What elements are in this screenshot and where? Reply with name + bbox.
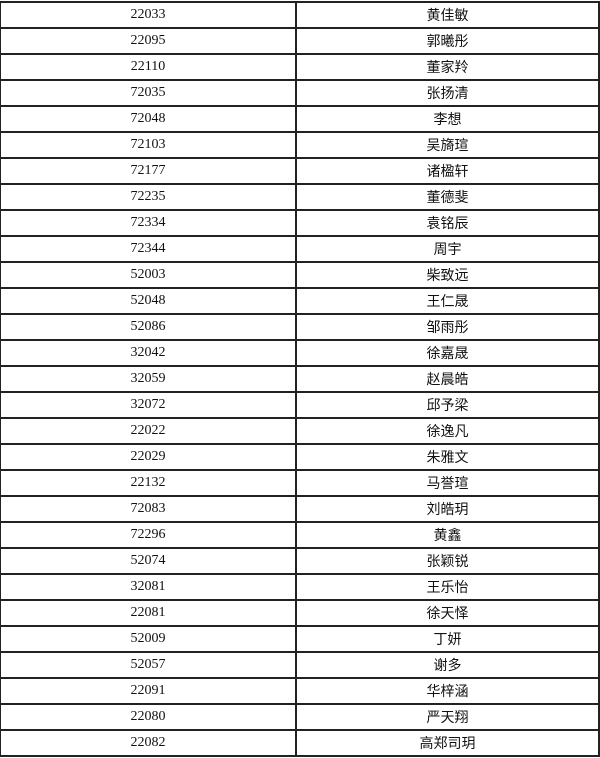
- table-row: 22022 徐逸凡: [1, 419, 598, 445]
- table-row: 52057 谢多: [1, 653, 598, 679]
- table-row: 22110 董家羚: [1, 55, 598, 81]
- student-id-cell: 22110: [1, 55, 297, 79]
- student-name-cell: 袁铭辰: [426, 217, 469, 232]
- student-name-cell: 黄佳敏: [426, 9, 469, 24]
- student-id-cell: 22091: [1, 679, 297, 703]
- table-row: 22081 徐天怿: [1, 601, 598, 627]
- student-name-cell: 丁妍: [433, 633, 462, 648]
- student-name-cell: 邹雨彤: [426, 321, 469, 336]
- student-id-cell: 22022: [1, 419, 297, 443]
- student-id-cell: 72035: [1, 81, 297, 105]
- table-row: 72048 李想: [1, 107, 598, 133]
- student-name-cell: 周宇: [433, 243, 462, 258]
- table-row: 22033 黄佳敏: [1, 3, 598, 29]
- student-id-cell: 72296: [1, 523, 297, 547]
- table-row: 72035 张扬清: [1, 81, 598, 107]
- student-id-cell: 32042: [1, 341, 297, 365]
- student-name-cell: 董家羚: [426, 61, 469, 76]
- student-id-cell: 72334: [1, 211, 297, 235]
- table-row: 22080 严天翔: [1, 705, 598, 731]
- table-row: 72177 诸楹轩: [1, 159, 598, 185]
- student-name-cell: 邱予梁: [426, 399, 469, 414]
- student-name-cell: 严天翔: [426, 711, 469, 726]
- student-name-cell: 王仁晟: [426, 295, 469, 310]
- student-name-cell: 郭曦彤: [426, 35, 469, 50]
- table-row: 52086 邹雨彤: [1, 315, 598, 341]
- student-id-cell: 52086: [1, 315, 297, 339]
- student-id-cell: 22132: [1, 471, 297, 495]
- student-name-cell: 吴旖瑄: [426, 139, 469, 154]
- student-name-cell: 刘皓玥: [426, 503, 469, 518]
- student-id-cell: 52003: [1, 263, 297, 287]
- student-id-cell: 22080: [1, 705, 297, 729]
- student-id-cell: 72235: [1, 185, 297, 209]
- table-row: 32042 徐嘉晟: [1, 341, 598, 367]
- student-name-cell: 马誉瑄: [426, 477, 469, 492]
- table-row: 72083 刘皓玥: [1, 497, 598, 523]
- table-row: 32059 赵晨皓: [1, 367, 598, 393]
- student-name-cell: 高郑司玥: [419, 737, 476, 752]
- table-row: 72344 周宇: [1, 237, 598, 263]
- student-name-cell: 董德斐: [426, 191, 469, 206]
- table-row: 22082 高郑司玥: [1, 731, 598, 757]
- student-name-cell: 徐逸凡: [426, 425, 469, 440]
- student-name-cell: 黄鑫: [433, 529, 462, 544]
- table-row: 52048 王仁晟: [1, 289, 598, 315]
- student-id-cell: 72083: [1, 497, 297, 521]
- table-row: 72296 黄鑫: [1, 523, 598, 549]
- student-name-cell: 王乐怡: [426, 581, 469, 596]
- student-name-cell: 华梓涵: [426, 685, 469, 700]
- student-id-cell: 22095: [1, 29, 297, 53]
- student-name-cell: 张颖锐: [426, 555, 469, 570]
- table-row: 22091 华梓涵: [1, 679, 598, 705]
- student-name-cell: 朱雅文: [426, 451, 469, 466]
- student-name-cell: 徐嘉晟: [426, 347, 469, 362]
- table-row: 22029 朱雅文: [1, 445, 598, 471]
- student-id-cell: 32059: [1, 367, 297, 391]
- student-id-cell: 72344: [1, 237, 297, 261]
- student-id-cell: 52074: [1, 549, 297, 573]
- student-name-cell: 赵晨皓: [426, 373, 469, 388]
- table-row: 72103 吴旖瑄: [1, 133, 598, 159]
- student-id-cell: 22029: [1, 445, 297, 469]
- student-id-cell: 52048: [1, 289, 297, 313]
- student-id-cell: 72048: [1, 107, 297, 131]
- student-id-cell: 32072: [1, 393, 297, 417]
- table-row: 32072 邱予梁: [1, 393, 598, 419]
- student-name-cell: 柴致远: [426, 269, 469, 284]
- table-row: 72235 董德斐: [1, 185, 598, 211]
- student-name-cell: 谢多: [433, 659, 462, 674]
- student-id-cell: 52009: [1, 627, 297, 651]
- table-row: 22095 郭曦彤: [1, 29, 598, 55]
- student-id-cell: 72103: [1, 133, 297, 157]
- table-row: 52009 丁妍: [1, 627, 598, 653]
- student-name-cell: 诸楹轩: [426, 165, 469, 180]
- student-name-cell: 徐天怿: [426, 607, 469, 622]
- student-name-cell: 张扬清: [426, 87, 469, 102]
- table-row: 52003 柴致远: [1, 263, 598, 289]
- student-name-cell: 李想: [433, 113, 462, 128]
- student-id-cell: 52057: [1, 653, 297, 677]
- student-id-cell: 22081: [1, 601, 297, 625]
- table-row: 52074 张颖锐: [1, 549, 598, 575]
- student-id-cell: 32081: [1, 575, 297, 599]
- table-row: 22132 马誉瑄: [1, 471, 598, 497]
- student-id-cell: 72177: [1, 159, 297, 183]
- student-id-cell: 22033: [1, 3, 297, 27]
- student-id-cell: 22082: [1, 731, 297, 755]
- table-row: 72334 袁铭辰: [1, 211, 598, 237]
- table-row: 32081 王乐怡: [1, 575, 598, 601]
